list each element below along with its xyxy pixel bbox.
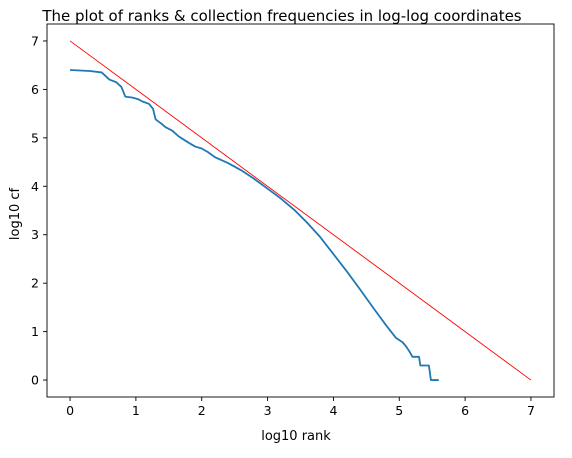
x-tick-label: 5 — [395, 403, 403, 418]
x-tick-label: 4 — [329, 403, 337, 418]
reference-line — [69, 40, 532, 381]
x-axis-label: log10 rank — [261, 429, 331, 444]
x-tick-label: 6 — [461, 403, 469, 418]
y-tick-label: 7 — [31, 33, 39, 48]
chart-title: The plot of ranks & collection frequenci… — [41, 7, 521, 25]
y-tick-label: 4 — [31, 179, 39, 194]
series-line-cf — [70, 69, 439, 381]
y-tick-label: 6 — [31, 82, 39, 97]
y-tick-label: 1 — [31, 324, 39, 339]
y-tick-label: 3 — [31, 227, 39, 242]
x-tick-label: 1 — [132, 403, 140, 418]
plot-frame — [46, 23, 555, 398]
y-tick-label: 0 — [31, 373, 39, 388]
x-tick-label: 2 — [198, 403, 206, 418]
x-tick-label: 7 — [527, 403, 535, 418]
y-tick-label: 5 — [31, 130, 39, 145]
x-tick-label: 3 — [264, 403, 272, 418]
y-tick-label: 2 — [31, 276, 39, 291]
x-tick-label: 0 — [66, 403, 74, 418]
y-axis-label: log10 cf — [8, 187, 23, 240]
